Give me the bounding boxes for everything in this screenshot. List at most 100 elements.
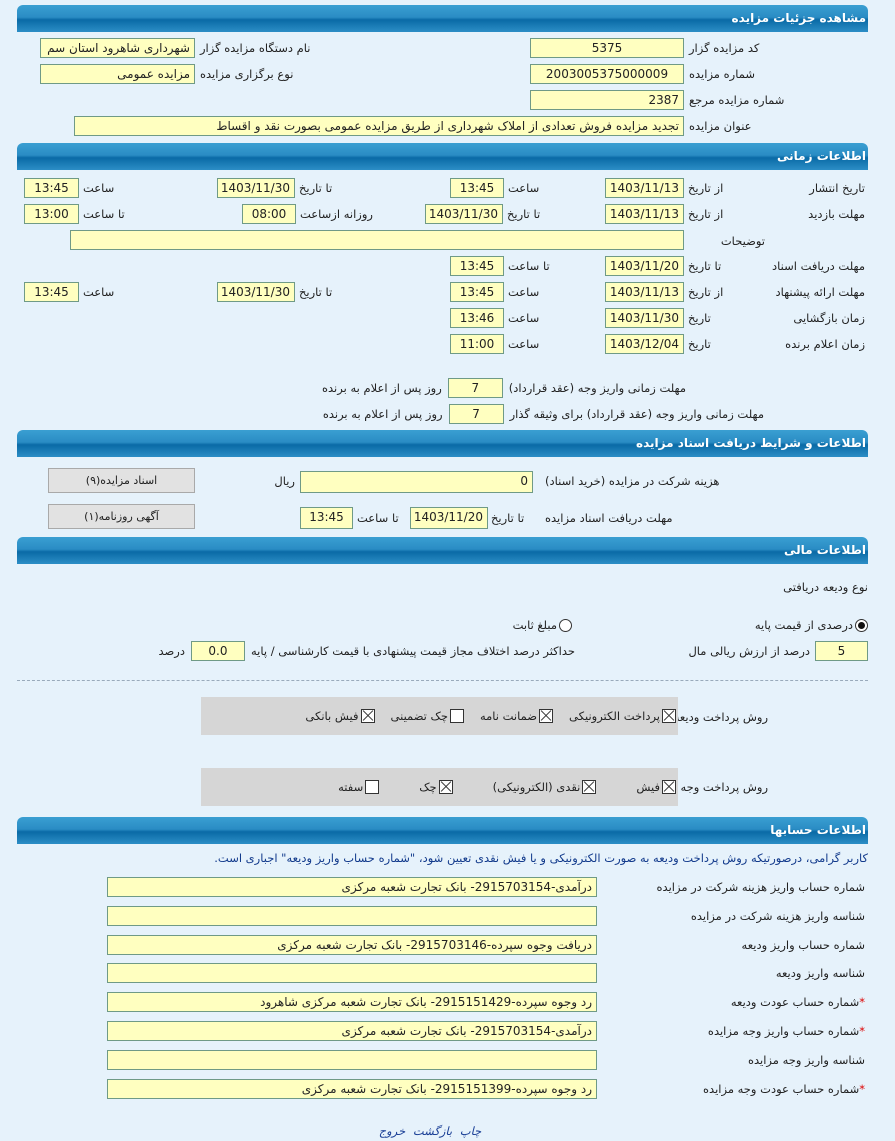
checkbox-checked-icon[interactable] (360, 709, 375, 724)
account-field[interactable]: رد وجوه سپرده-2915151429- بانک تجارت شعب… (107, 992, 597, 1012)
checkbox-guarantee[interactable]: ضمانت نامه (479, 708, 554, 724)
checkbox-check[interactable]: چک تضمینی (391, 709, 464, 724)
daily-from-label: روزانه ازساعت (300, 207, 373, 221)
docs-to-date[interactable]: 1403/11/20 (605, 256, 684, 276)
radio-fixed[interactable]: مبلغ ثابت (513, 615, 572, 635)
collateral-days-field[interactable]: 7 (448, 404, 504, 424)
from-date-label: از تاریخ (688, 285, 724, 299)
checkbox-promissory[interactable]: سفته (338, 780, 380, 795)
deposit-methods-box: پرداخت الکترونیکی ضمانت نامه چک تضمینی ف… (201, 697, 678, 735)
checkbox-label: فیش بانکی (305, 708, 359, 723)
winner-time[interactable]: 11:00 (450, 334, 504, 354)
docs-to-time[interactable]: 13:45 (450, 256, 504, 276)
auction-number-field[interactable]: 2003005375000009 (530, 64, 684, 84)
visit-to-date[interactable]: 1403/11/30 (425, 204, 503, 224)
description-field[interactable] (70, 230, 684, 250)
account-label: شماره حساب واریز ودیعه (741, 938, 865, 952)
contract-days-field[interactable]: 7 (447, 378, 503, 398)
account-label: شماره حساب عودت وجه مزایده (703, 1082, 860, 1096)
checkbox-checked-icon[interactable] (662, 780, 676, 795)
checkbox-label: چک (419, 779, 437, 794)
back-link[interactable]: بازگشت (412, 1124, 453, 1138)
checkbox-unchecked-icon[interactable] (449, 709, 464, 724)
docs-to-date[interactable]: 1403/11/20 (410, 507, 488, 529)
to-date-label: تا تاریخ (507, 207, 541, 221)
checkbox-checked-icon[interactable] (438, 780, 453, 795)
checkbox-bank-slip[interactable]: فیش بانکی (305, 708, 375, 724)
auctioneer-code-field[interactable]: 5375 (530, 38, 684, 58)
until-time-label: تا ساعت (508, 259, 550, 273)
publish-from-date[interactable]: 1403/11/13 (605, 178, 684, 198)
percent-field[interactable]: 5 (815, 641, 868, 661)
visit-from-date[interactable]: 1403/11/13 (605, 204, 684, 224)
checkbox-unchecked-icon[interactable] (365, 780, 380, 795)
radio-label: مبلغ ثابت (512, 618, 557, 632)
print-link[interactable]: چاپ (459, 1124, 482, 1138)
checkbox-check[interactable]: چک (419, 779, 453, 795)
days-suffix: روز پس از اعلام به برنده (322, 381, 442, 395)
account-field[interactable] (107, 906, 597, 926)
account-label: شماره حساب واریز وجه مزایده (707, 1024, 860, 1038)
offer-to-time[interactable]: 13:45 (24, 282, 79, 302)
max-diff-row: حداکثر درصد اختلاف مجاز قیمت پیشنهادی با… (158, 641, 575, 661)
newspaper-ad-button[interactable]: آگهی روزنامه(۱) (48, 504, 195, 529)
offer-deadline-label: مهلت ارائه پیشنهاد (775, 285, 865, 299)
description-label: توضیحات (720, 234, 765, 248)
time-label: ساعت (83, 181, 115, 195)
radio-percent[interactable]: درصدی از قیمت پایه (755, 615, 868, 635)
winner-date[interactable]: 1403/12/04 (605, 334, 684, 354)
account-label: شناسه واریز ودیعه (775, 966, 865, 980)
radio-label: درصدی از قیمت پایه (754, 618, 853, 632)
divider (17, 680, 868, 681)
auction-docs-button[interactable]: اسناد مزایده(۹) (48, 468, 195, 493)
auction-type-label: نوع برگزاری مزایده (200, 67, 294, 81)
contract-deadline-label: مهلت زمانی واریز وجه (عقد قرارداد) (508, 381, 686, 395)
fee-field[interactable]: 0 (300, 471, 533, 493)
checkbox-checked-icon[interactable] (582, 780, 597, 795)
auction-type-field[interactable]: مزایده عمومی (40, 64, 195, 84)
account-field[interactable] (107, 963, 597, 983)
visit-until-time[interactable]: 13:00 (24, 204, 79, 224)
offer-from-date[interactable]: 1403/11/13 (605, 282, 684, 302)
radio-unchecked-icon[interactable] (559, 619, 572, 632)
org-name-label: نام دستگاه مزایده گزار (200, 41, 311, 55)
docs-to-time[interactable]: 13:45 (300, 507, 353, 529)
winner-label: زمان اعلام برنده (785, 337, 865, 351)
checkbox-label: پرداخت الکترونیکی (569, 708, 660, 723)
exit-link[interactable]: خروج (378, 1124, 406, 1138)
checkbox-checked-icon[interactable] (539, 709, 554, 724)
checkbox-cash[interactable]: نقدی (الکترونیکی) (493, 780, 597, 795)
offer-to-date[interactable]: 1403/11/30 (217, 282, 295, 302)
auction-title-field[interactable]: تجدید مزایده فروش تعدادی از املاک شهردار… (74, 116, 684, 136)
section-header-details: مشاهده جزئیات مزایده (17, 5, 868, 32)
section-header-time: اطلاعات زمانی (17, 143, 868, 170)
time-label: ساعت (508, 181, 540, 195)
account-field[interactable]: درآمدی-2915703154- بانک تجارت شعبه مرکزی (107, 1021, 597, 1041)
required-mark: * (859, 1024, 865, 1038)
opening-time[interactable]: 13:46 (450, 308, 504, 328)
account-field[interactable]: دریافت وجوه سپرده-2915703146- بانک تجارت… (107, 935, 597, 955)
checkbox-electronic[interactable]: پرداخت الکترونیکی (569, 709, 676, 724)
account-field[interactable]: رد وجوه سپرده-2915151399- بانک تجارت شعب… (107, 1079, 597, 1099)
checkbox-slip[interactable]: فیش (636, 780, 676, 795)
to-date-label: تا تاریخ (299, 285, 333, 299)
account-field[interactable] (107, 1050, 597, 1070)
account-field[interactable]: درآمدی-2915703154- بانک تجارت شعبه مرکزی (107, 877, 597, 897)
checkbox-checked-icon[interactable] (662, 709, 676, 724)
until-time-label: تا ساعت (357, 511, 399, 525)
visit-daily-from-time[interactable]: 08:00 (242, 204, 296, 224)
opening-date[interactable]: 1403/11/30 (605, 308, 684, 328)
max-diff-field[interactable]: 0.0 (190, 641, 245, 661)
required-mark: * (859, 995, 865, 1009)
publish-to-date[interactable]: 1403/11/30 (217, 178, 295, 198)
publish-label: تاریخ انتشار (809, 181, 865, 195)
offer-from-time[interactable]: 13:45 (450, 282, 504, 302)
checkbox-label: ضمانت نامه (479, 708, 538, 723)
ref-number-field[interactable]: 2387 (530, 90, 684, 110)
to-date-label: تا تاریخ (688, 259, 722, 273)
org-name-field[interactable]: شهرداری شاهرود استان سم (40, 38, 195, 58)
visit-label: مهلت بازدید (808, 207, 865, 221)
publish-to-time[interactable]: 13:45 (24, 178, 79, 198)
radio-checked-icon[interactable] (855, 619, 868, 632)
publish-from-time[interactable]: 13:45 (450, 178, 504, 198)
